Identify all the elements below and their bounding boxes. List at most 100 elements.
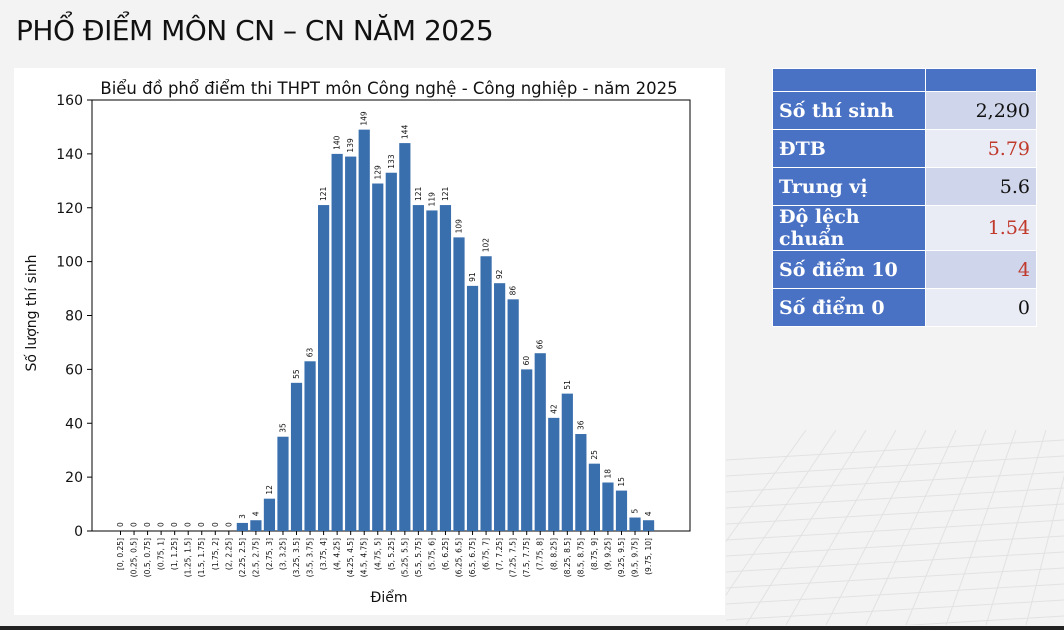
x-tick-label: (3.75, 4] <box>319 538 328 570</box>
stats-header-cell <box>925 68 1037 92</box>
x-tick-label: (2.75, 3] <box>265 538 274 570</box>
histogram-bar <box>426 210 438 531</box>
bar-value-label: 4 <box>251 511 260 516</box>
x-tick-label: (9.5, 9.75] <box>631 538 640 577</box>
histogram-bar <box>615 490 628 531</box>
x-tick-label: (1, 1.25] <box>170 538 179 570</box>
stats-value: 5.6 <box>925 167 1037 206</box>
histogram-bar <box>385 172 397 531</box>
histogram-bar <box>642 520 655 531</box>
stats-row: Số điểm 10 4 <box>772 250 1037 289</box>
stats-label: Trung vị <box>772 167 926 206</box>
x-tick-label: (8.75, 9] <box>590 538 599 570</box>
stats-value: 5.79 <box>925 129 1037 168</box>
x-tick-label: (6.5, 6.75] <box>468 538 477 577</box>
x-tick-label: (8.25, 8.5] <box>563 538 572 577</box>
y-tick-label: 160 <box>56 93 83 109</box>
y-tick-label: 100 <box>56 255 83 271</box>
x-tick-label: (2, 2.25] <box>224 538 233 570</box>
y-tick-label: 120 <box>56 201 83 217</box>
x-tick-label: (4, 4.25] <box>333 538 342 570</box>
bar-value-label: 139 <box>346 138 355 153</box>
x-tick-label: (7.25, 7.5] <box>509 538 518 577</box>
histogram-bar <box>318 205 330 531</box>
bar-value-label: 0 <box>130 522 139 527</box>
bar-value-label: 25 <box>590 450 599 460</box>
stats-row: ĐTB 5.79 <box>772 129 1037 168</box>
bar-value-label: 149 <box>360 111 369 126</box>
bar-value-label: 63 <box>306 348 315 358</box>
stats-value: 4 <box>925 250 1037 289</box>
histogram-chart: Biểu đồ phổ điểm thi THPT môn Công nghệ … <box>14 68 725 615</box>
x-tick-label: (1.75, 2] <box>211 538 220 570</box>
x-tick-label: (1.25, 1.5] <box>184 538 193 577</box>
histogram-bar <box>331 153 343 532</box>
bar-value-label: 51 <box>563 380 572 390</box>
bar-value-label: 18 <box>603 469 612 479</box>
bar-value-label: 121 <box>414 187 423 202</box>
histogram-bar <box>548 417 560 531</box>
x-tick-label: (0.75, 1] <box>157 538 166 570</box>
histogram-bar <box>575 434 587 531</box>
stats-value: 2,290 <box>925 91 1037 130</box>
bar-value-label: 0 <box>170 522 179 527</box>
stats-value: 0 <box>925 288 1037 327</box>
bar-value-label: 91 <box>468 272 477 282</box>
bar-value-label: 133 <box>387 154 396 169</box>
x-tick-label: [0, 0.25] <box>116 538 125 570</box>
slide-title: PHỔ ĐIỂM MÔN CN – CN NĂM 2025 <box>16 14 494 47</box>
y-tick-label: 20 <box>65 470 83 486</box>
bar-value-label: 92 <box>495 269 504 279</box>
x-tick-label: (7.75, 8] <box>536 538 545 570</box>
x-tick-label: (4.25, 4.5] <box>346 538 355 577</box>
bar-value-label: 102 <box>482 238 491 253</box>
stats-row: Độ lệch chuẩn 1.54 <box>772 205 1037 251</box>
x-tick-label: (9.75, 10] <box>644 538 653 575</box>
bar-value-label: 0 <box>197 522 206 527</box>
histogram-bar <box>453 237 465 531</box>
bar-value-label: 35 <box>278 423 287 433</box>
stats-label: Độ lệch chuẩn <box>772 205 926 251</box>
stats-label: Số điểm 0 <box>772 288 926 327</box>
bar-value-label: 0 <box>143 522 152 527</box>
bar-value-label: 0 <box>184 522 193 527</box>
histogram-bar <box>507 299 519 531</box>
x-tick-label: (0.5, 0.75] <box>143 538 152 577</box>
bar-value-label: 12 <box>265 485 274 495</box>
bar-value-label: 144 <box>400 125 409 140</box>
histogram-bar <box>304 361 316 531</box>
histogram-bar <box>588 463 600 531</box>
histogram-bar <box>372 183 384 531</box>
stats-header-row <box>772 68 1037 92</box>
histogram-bar <box>290 382 303 531</box>
histogram-bar <box>439 205 452 531</box>
chart-svg: Biểu đồ phổ điểm thi THPT môn Công nghệ … <box>23 79 691 606</box>
x-tick-label: (3.25, 3.5] <box>292 538 301 577</box>
y-axis-label: Số lượng thí sinh <box>23 254 40 371</box>
x-tick-label: (7.5, 7.75] <box>522 538 531 577</box>
histogram-bar <box>561 393 573 531</box>
bar-value-label: 121 <box>319 187 328 202</box>
bar-value-label: 119 <box>427 192 436 207</box>
histogram-bar <box>277 436 289 531</box>
bar-value-label: 60 <box>522 356 531 366</box>
decorative-grid-background <box>726 430 1064 625</box>
chart-title: Biểu đồ phổ điểm thi THPT môn Công nghệ … <box>100 79 677 98</box>
bar-value-label: 140 <box>333 135 342 150</box>
histogram-bar <box>466 285 479 531</box>
bar-value-label: 5 <box>631 509 640 514</box>
x-tick-label: (0.25, 0.5] <box>130 538 139 577</box>
bar-value-label: 109 <box>455 219 464 234</box>
histogram-bar <box>629 517 641 531</box>
y-tick-label: 140 <box>56 147 83 163</box>
x-tick-label: (6.75, 7] <box>482 538 491 570</box>
x-tick-label: (2.25, 2.5] <box>238 538 247 577</box>
x-tick-label: (9.25, 9.5] <box>617 538 626 577</box>
x-tick-label: (6.25, 6.5] <box>455 538 464 577</box>
bar-value-label: 121 <box>441 187 450 202</box>
bar-value-label: 0 <box>211 522 220 527</box>
histogram-bar <box>412 205 424 531</box>
histogram-bar <box>250 520 262 531</box>
